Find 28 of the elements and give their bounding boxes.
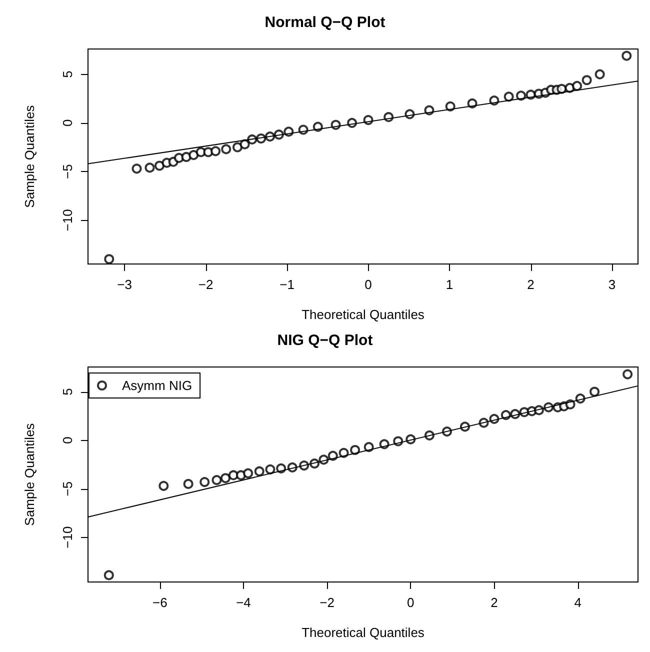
x-tick-label: 0 bbox=[364, 277, 372, 292]
y-tick-label: 5 bbox=[60, 388, 75, 396]
chart-title: Normal Q−Q Plot bbox=[264, 14, 386, 31]
y-tick-label: 0 bbox=[60, 119, 75, 127]
x-tick-label: −2 bbox=[198, 277, 214, 292]
x-tick-label: 4 bbox=[574, 595, 582, 610]
x-tick-label: 1 bbox=[446, 277, 454, 292]
y-tick-label: 0 bbox=[60, 436, 75, 444]
x-axis-title: Theoretical Quantiles bbox=[302, 307, 425, 322]
x-tick-label: −6 bbox=[152, 595, 168, 610]
x-tick-label: −2 bbox=[320, 595, 334, 610]
y-axis-title: Sample Quantiles bbox=[22, 104, 37, 208]
x-axis-title: Theoretical Quantiles bbox=[302, 625, 425, 640]
x-tick-label: 2 bbox=[490, 595, 498, 610]
x-tick-label: 0 bbox=[407, 595, 414, 610]
x-tick-label: −1 bbox=[280, 277, 294, 292]
x-tick-label: 2 bbox=[527, 277, 534, 292]
x-tick-label: −4 bbox=[236, 595, 251, 610]
legend-label: Asymm NIG bbox=[122, 378, 192, 393]
y-tick-label: 5 bbox=[60, 70, 75, 78]
chart-title: NIG Q−Q Plot bbox=[277, 332, 373, 349]
x-tick-label: 3 bbox=[608, 277, 616, 292]
y-tick-label: −5 bbox=[60, 481, 75, 496]
x-tick-label: −3 bbox=[117, 277, 132, 292]
y-axis-title: Sample Quantiles bbox=[22, 422, 37, 526]
y-tick-label: −10 bbox=[60, 526, 75, 548]
y-tick-label: −10 bbox=[60, 209, 75, 232]
y-tick-label: −5 bbox=[60, 164, 75, 179]
